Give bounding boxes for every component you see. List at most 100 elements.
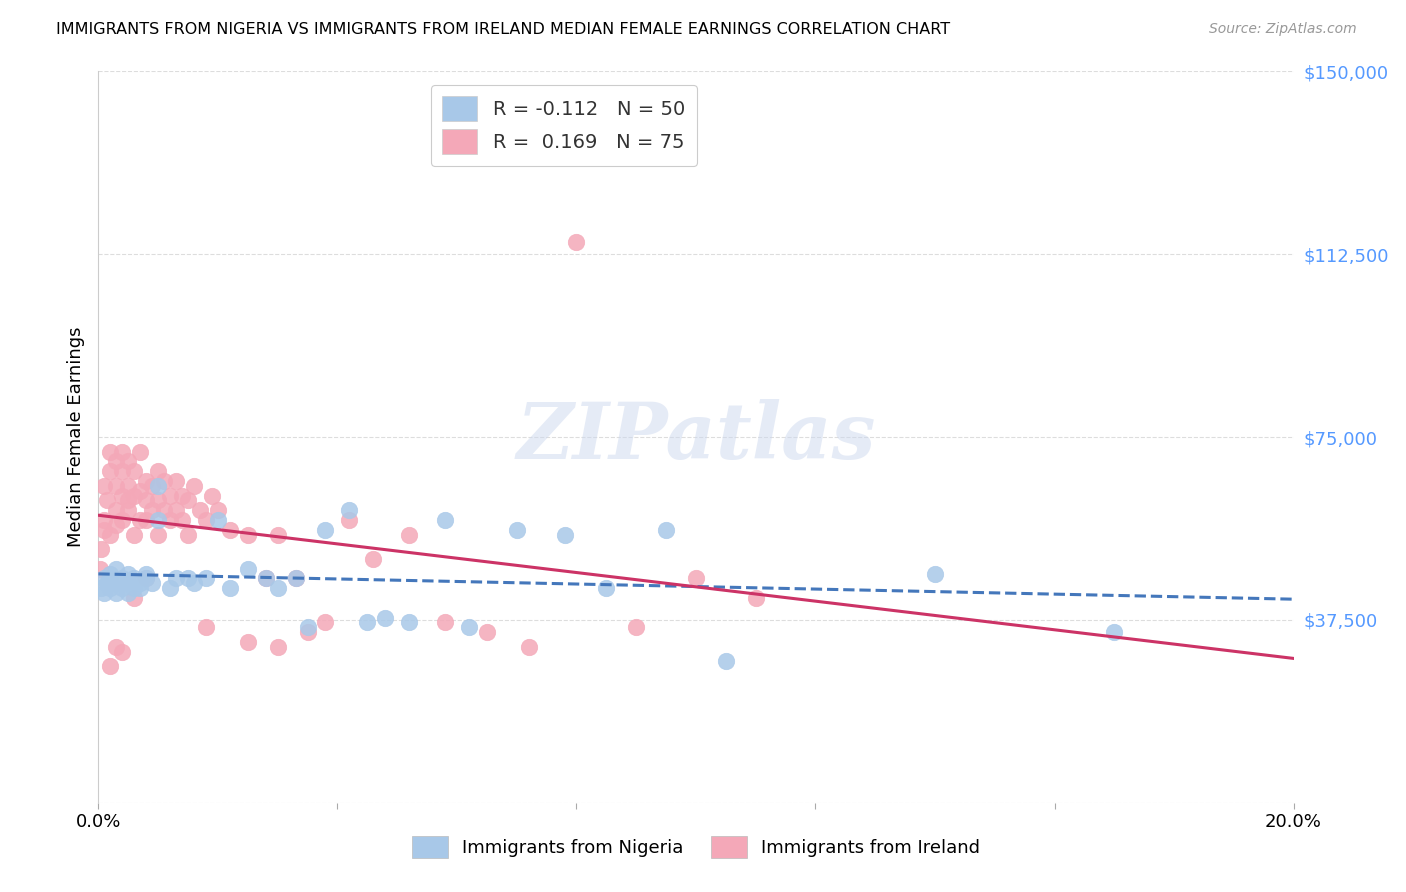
Point: [117, 503, 139, 517]
Point: [159, 513, 181, 527]
Point: [685, 572, 707, 586]
Point: [254, 572, 277, 586]
Point: [236, 562, 259, 576]
Point: [93, 572, 115, 586]
Point: [148, 479, 170, 493]
Point: [165, 572, 187, 586]
Point: [105, 517, 128, 532]
Point: [506, 523, 529, 537]
Point: [434, 615, 457, 630]
Point: [98, 527, 122, 541]
Point: [236, 527, 259, 541]
Point: [117, 586, 139, 600]
Point: [117, 493, 139, 508]
Point: [135, 493, 157, 508]
Point: [165, 474, 187, 488]
Point: [105, 503, 128, 517]
Point: [111, 645, 134, 659]
Point: [98, 581, 122, 595]
Point: [363, 552, 385, 566]
Point: [207, 513, 229, 527]
Point: [236, 635, 259, 649]
Point: [117, 566, 139, 581]
Point: [135, 566, 157, 581]
Point: [96, 493, 118, 508]
Point: [98, 444, 122, 458]
Point: [96, 576, 118, 591]
Point: [356, 615, 378, 630]
Point: [339, 513, 361, 527]
Point: [111, 581, 134, 595]
Legend: Immigrants from Nigeria, Immigrants from Ireland: Immigrants from Nigeria, Immigrants from…: [402, 827, 990, 867]
Point: [105, 479, 128, 493]
Point: [434, 513, 457, 527]
Point: [111, 464, 134, 478]
Point: [124, 527, 146, 541]
Text: ZIPatlas: ZIPatlas: [516, 399, 876, 475]
Point: [458, 620, 481, 634]
Point: [129, 513, 152, 527]
Point: [626, 620, 648, 634]
Point: [111, 444, 134, 458]
Point: [148, 513, 170, 527]
Text: IMMIGRANTS FROM NIGERIA VS IMMIGRANTS FROM IRELAND MEDIAN FEMALE EARNINGS CORREL: IMMIGRANTS FROM NIGERIA VS IMMIGRANTS FR…: [56, 22, 950, 37]
Point: [105, 562, 128, 576]
Point: [98, 572, 122, 586]
Point: [267, 581, 290, 595]
Point: [129, 576, 152, 591]
Point: [111, 489, 134, 503]
Point: [93, 513, 115, 527]
Point: [267, 640, 290, 654]
Point: [105, 640, 128, 654]
Point: [172, 513, 194, 527]
Point: [315, 615, 337, 630]
Point: [153, 474, 176, 488]
Point: [183, 479, 205, 493]
Point: [207, 503, 229, 517]
Point: [90, 581, 112, 595]
Point: [135, 513, 157, 527]
Point: [159, 581, 181, 595]
Point: [135, 474, 157, 488]
Point: [398, 527, 420, 541]
Point: [297, 625, 319, 640]
Point: [148, 464, 170, 478]
Point: [89, 562, 111, 576]
Point: [219, 581, 242, 595]
Point: [177, 493, 200, 508]
Point: [153, 503, 176, 517]
Point: [188, 503, 211, 517]
Point: [315, 523, 337, 537]
Point: [90, 542, 112, 557]
Point: [135, 572, 157, 586]
Point: [655, 523, 678, 537]
Point: [98, 659, 122, 673]
Point: [124, 572, 146, 586]
Point: [339, 503, 361, 517]
Point: [117, 454, 139, 468]
Point: [374, 610, 396, 624]
Point: [105, 586, 128, 600]
Point: [105, 576, 128, 591]
Point: [148, 493, 170, 508]
Point: [183, 576, 205, 591]
Y-axis label: Median Female Earnings: Median Female Earnings: [66, 326, 84, 548]
Point: [93, 479, 115, 493]
Point: [135, 572, 157, 586]
Point: [924, 566, 946, 581]
Point: [148, 527, 170, 541]
Point: [93, 586, 115, 600]
Point: [284, 572, 307, 586]
Point: [98, 464, 122, 478]
Point: [1104, 625, 1126, 640]
Point: [124, 591, 146, 605]
Point: [111, 513, 134, 527]
Point: [714, 654, 737, 668]
Point: [201, 489, 224, 503]
Point: [129, 483, 152, 498]
Point: [475, 625, 498, 640]
Point: [554, 527, 576, 541]
Point: [177, 527, 200, 541]
Point: [195, 620, 218, 634]
Point: [117, 479, 139, 493]
